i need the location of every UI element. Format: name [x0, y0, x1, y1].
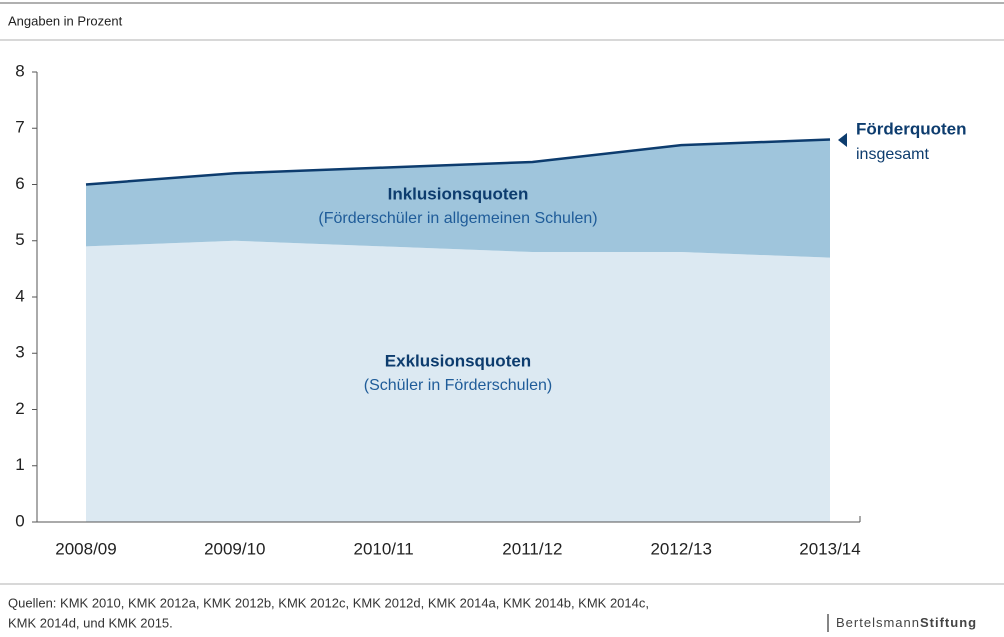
x-tick-label: 2009/10 — [204, 539, 265, 558]
total-label: Förderquoten — [856, 119, 967, 138]
source-line: Quellen: KMK 2010, KMK 2012a, KMK 2012b,… — [8, 595, 649, 610]
x-tick-label: 2010/11 — [353, 539, 413, 558]
source-line: KMK 2014d, und KMK 2015. — [8, 615, 173, 630]
y-tick-label: 5 — [15, 230, 24, 249]
series-label: Inklusionsquoten — [388, 184, 529, 203]
series-description: (Förderschüler in allgemeinen Schulen) — [318, 210, 597, 227]
x-tick-label: 2013/14 — [799, 539, 860, 558]
y-tick-label: 0 — [15, 511, 24, 530]
x-tick-label: 2008/09 — [55, 539, 116, 558]
y-tick-label: 4 — [15, 286, 24, 305]
x-tick-label: 2012/13 — [650, 539, 711, 558]
chart-subtitle: Angaben in Prozent — [8, 13, 123, 28]
pointer — [838, 133, 847, 147]
total-line — [85, 138, 831, 186]
x-tick-label: 2011/12 — [502, 539, 562, 558]
total-label: insgesamt — [856, 146, 929, 163]
area — [86, 240, 830, 522]
plot: 0 1 2 3 4 5 6 7 8 2008/09 2009/10 2010/11 2011/12 201… — [15, 61, 966, 558]
y-tick-label: 7 — [15, 118, 24, 137]
brand: BertelsmannStiftung — [836, 615, 977, 630]
area — [86, 139, 830, 258]
y-tick-label: 2 — [15, 399, 24, 418]
series-description: (Schüler in Förderschulen) — [364, 377, 553, 394]
y-tick-label: 6 — [15, 174, 24, 193]
series-label: Exklusionsquoten — [385, 351, 531, 370]
y-tick-label: 8 — [15, 61, 24, 80]
y-tick-label: 3 — [15, 343, 24, 362]
y-tick-label: 1 — [15, 455, 24, 474]
